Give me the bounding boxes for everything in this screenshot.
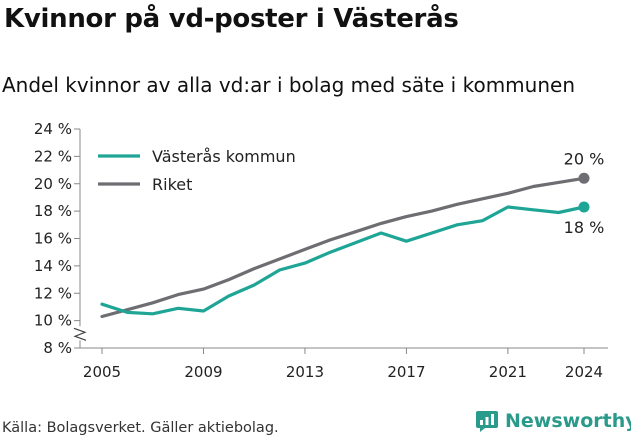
legend-label-vasteras: Västerås kommun xyxy=(152,147,296,166)
end-label-vasteras: 18 % xyxy=(564,218,605,237)
y-tick-label: 8 % xyxy=(43,339,72,357)
newsworthy-logo-icon xyxy=(476,411,498,432)
x-tick-label: 2013 xyxy=(286,363,324,381)
end-point-vasteras xyxy=(578,201,590,213)
y-tick-label: 10 % xyxy=(34,312,72,330)
source-note: Källa: Bolagsverket. Gäller aktiebolag. xyxy=(2,420,279,436)
legend: Västerås kommun Riket xyxy=(98,147,296,194)
x-tick-label: 2009 xyxy=(184,363,222,381)
brand-logo: Newsworthy xyxy=(475,409,631,433)
y-tick-label: 24 % xyxy=(34,120,72,138)
line-chart: 8 % 10 % 12 % 14 % 16 % 18 % 20 % 22 % 24 % 2005… xyxy=(34,120,608,381)
y-tick-label: 20 % xyxy=(34,175,72,193)
legend-label-riket: Riket xyxy=(152,175,192,194)
y-tick-label: 16 % xyxy=(34,230,72,248)
end-label-riket: 20 % xyxy=(564,149,605,168)
x-tick-label: 2021 xyxy=(489,363,527,381)
x-axis: 2005 2009 2013 2017 2021 2024 xyxy=(80,347,608,381)
series-layer: 20 % 18 % xyxy=(100,149,605,319)
chart-subtitle: Andel kvinnor av alla vd:ar i bolag med … xyxy=(2,73,575,97)
y-axis: 8 % 10 % 12 % 14 % 16 % 18 % 20 % 22 % 24 % xyxy=(34,120,87,357)
x-tick-label: 2017 xyxy=(387,363,425,381)
brand-name: Newsworthy xyxy=(505,410,631,432)
x-tick-label: 2005 xyxy=(83,363,121,381)
series-line-vasteras xyxy=(100,205,586,316)
x-tick-label: 2024 xyxy=(565,363,603,381)
y-tick-label: 12 % xyxy=(34,284,72,302)
series-line-riket xyxy=(100,176,586,319)
y-tick-label: 18 % xyxy=(34,202,72,220)
axis-break-mask xyxy=(77,326,83,341)
y-tick-label: 22 % xyxy=(34,147,72,165)
end-point-riket xyxy=(578,172,590,184)
chart-title: Kvinnor på vd-poster i Västerås xyxy=(4,4,459,34)
axis-break-mark xyxy=(73,327,87,341)
y-tick-label: 14 % xyxy=(34,257,72,275)
